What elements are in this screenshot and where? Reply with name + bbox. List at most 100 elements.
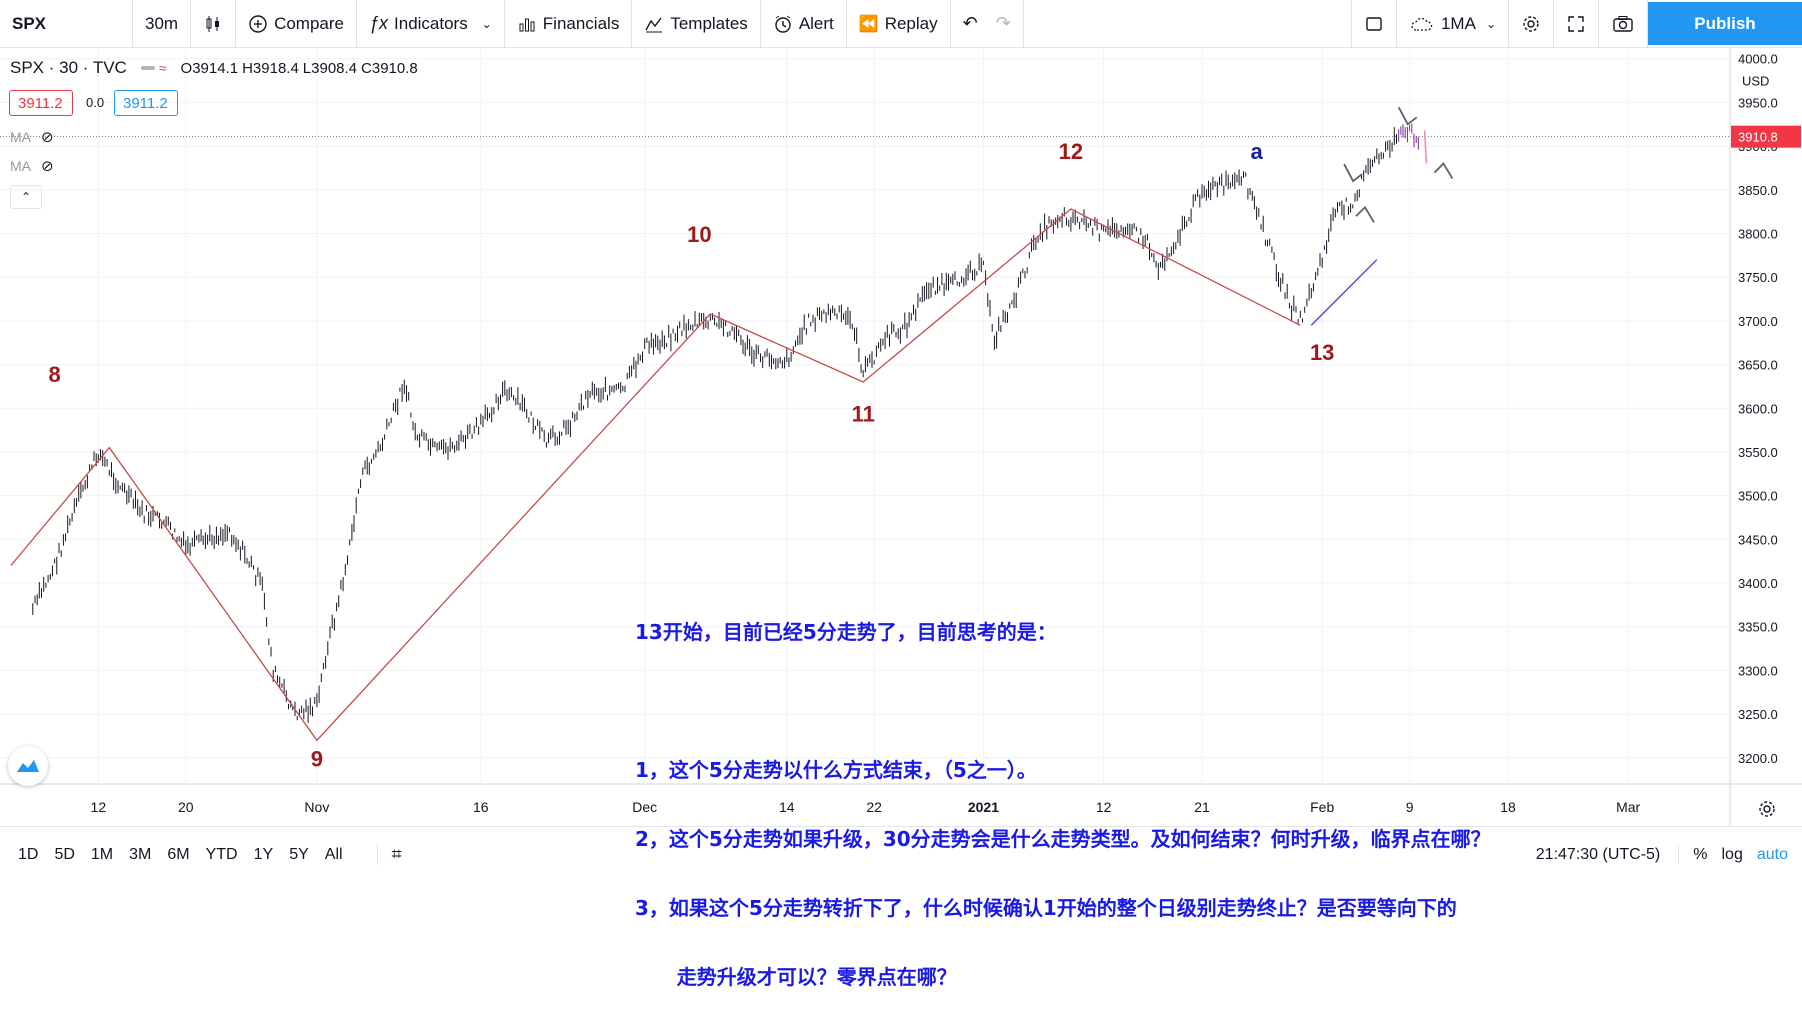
interval-button[interactable]: 30m xyxy=(133,0,192,47)
clock[interactable]: 21:47:30 (UTC-5) xyxy=(1536,846,1680,864)
trendline-segment xyxy=(1310,259,1378,326)
fullscreen-button[interactable] xyxy=(1554,0,1599,47)
indicators-button[interactable]: ƒx Indicators ⌄ xyxy=(357,0,505,47)
x-tick-label: 2021 xyxy=(968,799,999,815)
x-tick-label: Dec xyxy=(632,799,657,815)
ma-indicator-2[interactable]: MA ⊘ xyxy=(10,157,54,175)
arrow-mark xyxy=(1355,205,1375,223)
range-6m[interactable]: 6M xyxy=(167,845,190,863)
wave-label: 11 xyxy=(852,401,875,426)
ma-label: MA xyxy=(10,129,31,145)
ma-indicator-1[interactable]: MA ⊘ xyxy=(10,128,54,146)
y-axis-unit: USD xyxy=(1742,74,1769,89)
range-1y[interactable]: 1Y xyxy=(253,845,274,863)
y-tick-label: 3700.0 xyxy=(1738,314,1778,329)
alarm-clock-icon xyxy=(775,15,791,33)
range-5y[interactable]: 5Y xyxy=(289,845,309,863)
arrow-mark xyxy=(1343,163,1363,183)
annotation-line: 1，这个5分走势以什么方式结束，（5之一）。 xyxy=(635,758,1037,782)
camera-icon xyxy=(1613,15,1633,32)
ohlc-low: L3908.4 xyxy=(302,59,358,77)
settings-button[interactable] xyxy=(1509,0,1554,47)
range-ytd[interactable]: YTD xyxy=(205,845,238,863)
ohlc-close: C3910.8 xyxy=(361,59,418,77)
symbol-search-button[interactable]: SPX xyxy=(0,0,133,47)
data-delay-icon: ≈ xyxy=(158,60,167,76)
layout-save-button[interactable]: 1MA ⌄ xyxy=(1397,0,1509,47)
fullscreen-layout-button[interactable] xyxy=(1350,0,1397,47)
annotation-line: 走势升级才可以？零界点在哪？ xyxy=(635,965,957,989)
square-icon xyxy=(1366,16,1382,31)
buy-price-button[interactable]: 3911.2 xyxy=(114,90,178,116)
goto-date-icon[interactable]: ⌗ xyxy=(376,844,402,865)
replay-button[interactable]: ⏪ Replay xyxy=(847,0,951,47)
plus-circle-icon xyxy=(249,14,267,33)
chart-type-button[interactable] xyxy=(191,0,237,47)
y-tick-label: 3800.0 xyxy=(1738,227,1778,242)
snapshot-button[interactable] xyxy=(1599,0,1648,47)
redo-icon[interactable]: ↷ xyxy=(995,13,1011,33)
wave-label: 8 xyxy=(49,362,61,387)
ohlc-open: O3914.1 xyxy=(180,59,239,77)
symbol-title[interactable]: SPX · 30 · TVC xyxy=(10,58,127,77)
gear-icon xyxy=(1523,15,1539,32)
price-chart[interactable]: 8 9 10 11 12 a 13 3200.0 3250.0 3300.0 3350.0 3400… xyxy=(0,48,1802,826)
price-axis[interactable]: 3200.0 3250.0 3300.0 3350.0 3400.0 3450.0 3500… xyxy=(1731,52,1801,766)
time-axis[interactable]: 12 20 Nov 16 Dec 14 22 2021 12 21 Feb 9 18 Mar xyxy=(91,799,1641,815)
range-3m[interactable]: 3M xyxy=(129,845,152,863)
y-tick-label: 4000.0 xyxy=(1738,52,1778,67)
x-tick-label: 14 xyxy=(779,799,795,815)
eye-crossed-icon[interactable]: ⊘ xyxy=(41,158,54,175)
top-toolbar: SPX 30m Compare ƒx Indicators ⌄ Financia… xyxy=(0,0,1802,48)
compare-button[interactable]: Compare xyxy=(236,0,357,47)
publish-button[interactable]: Publish xyxy=(1648,2,1802,45)
x-tick-label: Nov xyxy=(304,799,329,815)
market-status-icon xyxy=(140,66,155,70)
ohlc-high: H3918.4 xyxy=(242,59,299,77)
compare-label: Compare xyxy=(274,13,344,33)
chart-legend: SPX · 30 · TVC ≈ O3914.1 H3918.4 L3908.4… xyxy=(10,58,418,78)
annotation-line xyxy=(635,690,1491,713)
annotation-line: 3，如果这个5分走势转折下了，什么时候确认1开始的整个日级别走势终止？是否要等向… xyxy=(635,896,1457,920)
range-1m[interactable]: 1M xyxy=(90,845,114,863)
eye-crossed-icon[interactable]: ⊘ xyxy=(41,129,54,146)
templates-icon xyxy=(645,17,663,32)
alert-label: Alert xyxy=(798,13,834,33)
y-tick-label: 3750.0 xyxy=(1738,270,1778,285)
x-tick-label: 9 xyxy=(1406,799,1414,815)
bar-chart-icon xyxy=(519,18,535,31)
candles-icon xyxy=(206,15,220,32)
x-tick-label: 12 xyxy=(91,799,107,815)
axis-settings-button[interactable] xyxy=(1752,794,1782,824)
x-tick-label: 12 xyxy=(1096,799,1112,815)
log-toggle[interactable]: log xyxy=(1721,846,1743,863)
price-line xyxy=(32,123,1428,723)
last-price-tag xyxy=(1731,125,1801,148)
range-all[interactable]: All xyxy=(324,845,343,863)
y-tick-label: 3600.0 xyxy=(1738,401,1778,416)
range-1d[interactable]: 1D xyxy=(18,845,39,863)
bottom-toolbar: 1D 5D 1M 3M 6M YTD 1Y 5Y All ⌗ 21:47:30 … xyxy=(0,826,1802,882)
replay-label: Replay xyxy=(884,13,938,33)
toolbar-spacer xyxy=(1024,0,1351,47)
y-tick-label: 3450.0 xyxy=(1738,532,1778,547)
sell-price-button[interactable]: 3911.2 xyxy=(9,90,73,116)
range-5d[interactable]: 5D xyxy=(54,845,75,863)
alert-button[interactable]: Alert xyxy=(761,0,847,47)
tradingview-logo[interactable] xyxy=(8,746,48,786)
financials-button[interactable]: Financials xyxy=(505,0,633,47)
last-price-text: 3910.8 xyxy=(1738,130,1778,145)
rewind-icon: ⏪ xyxy=(858,15,879,33)
trendline xyxy=(1310,259,1378,326)
collapse-legend-button[interactable]: ⌃ xyxy=(10,185,42,209)
y-tick-label: 3250.0 xyxy=(1738,707,1778,722)
templates-button[interactable]: Templates xyxy=(632,0,761,47)
expand-icon xyxy=(1568,15,1584,32)
undo-icon[interactable]: ↶ xyxy=(962,13,978,33)
wave-label: 10 xyxy=(687,222,711,247)
percent-toggle[interactable]: % xyxy=(1693,846,1708,863)
wave-label: 9 xyxy=(311,747,323,772)
auto-toggle[interactable]: auto xyxy=(1756,846,1788,863)
y-tick-label: 3950.0 xyxy=(1738,95,1778,110)
y-tick-label: 3500.0 xyxy=(1738,489,1778,504)
